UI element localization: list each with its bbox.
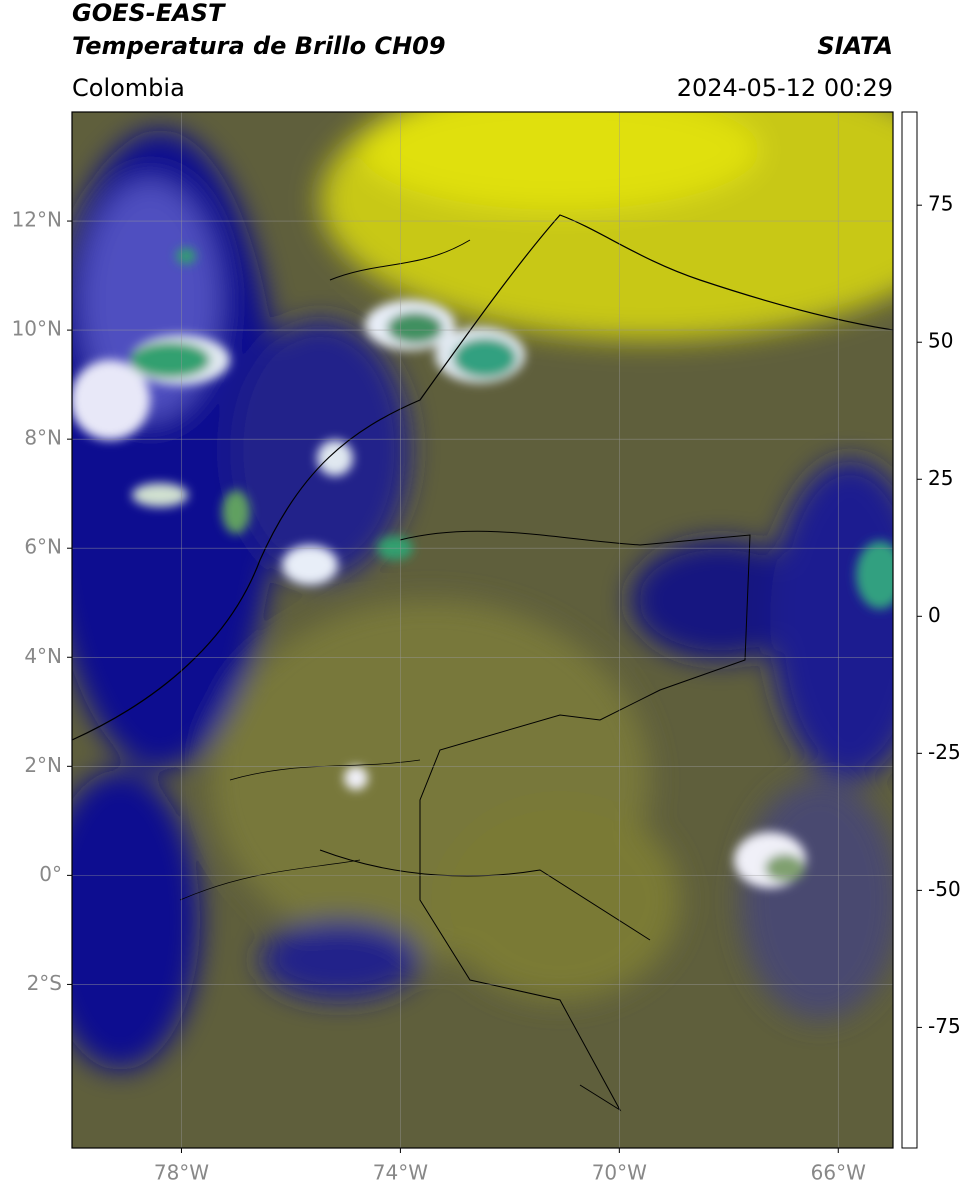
y-tick-label: 10°N [12,317,62,341]
colorbar-tick-label: 0 [928,603,941,627]
region: Colombia [72,74,185,102]
y-tick-label: 4°N [24,644,62,668]
x-tick-label: 74°W [373,1161,428,1185]
y-tick-label: 6°N [24,535,62,559]
satellite-image [72,112,893,1148]
colorbar [901,111,918,1149]
subtitle: Temperatura de Brillo CH09 [72,32,446,60]
datetime: 2024-05-12 00:29 [677,74,893,102]
colorbar-tick-label: -50 [928,877,961,901]
y-tick-label: 8°N [24,426,62,450]
colorbar-tick-label: -75 [928,1014,961,1038]
x-tick-label: 70°W [592,1161,647,1185]
colorbar-tick-label: 75 [928,192,953,216]
map-frame [71,111,894,1149]
y-tick-label: 0° [39,862,62,886]
y-tick-label: 12°N [12,208,62,232]
graticule [72,112,893,1148]
source: SIATA [817,32,893,60]
x-tick-label: 66°W [811,1161,866,1185]
coastline [72,214,893,741]
colorbar-tick-label: 25 [928,466,953,490]
y-tick-label: 2°S [27,971,62,995]
colorbar-tick-label: -25 [928,740,961,764]
title: GOES-EAST [72,0,226,27]
x-tick-label: 78°W [154,1161,209,1185]
y-tick-label: 2°N [24,753,62,777]
colorbar-tick-label: 50 [928,329,953,353]
